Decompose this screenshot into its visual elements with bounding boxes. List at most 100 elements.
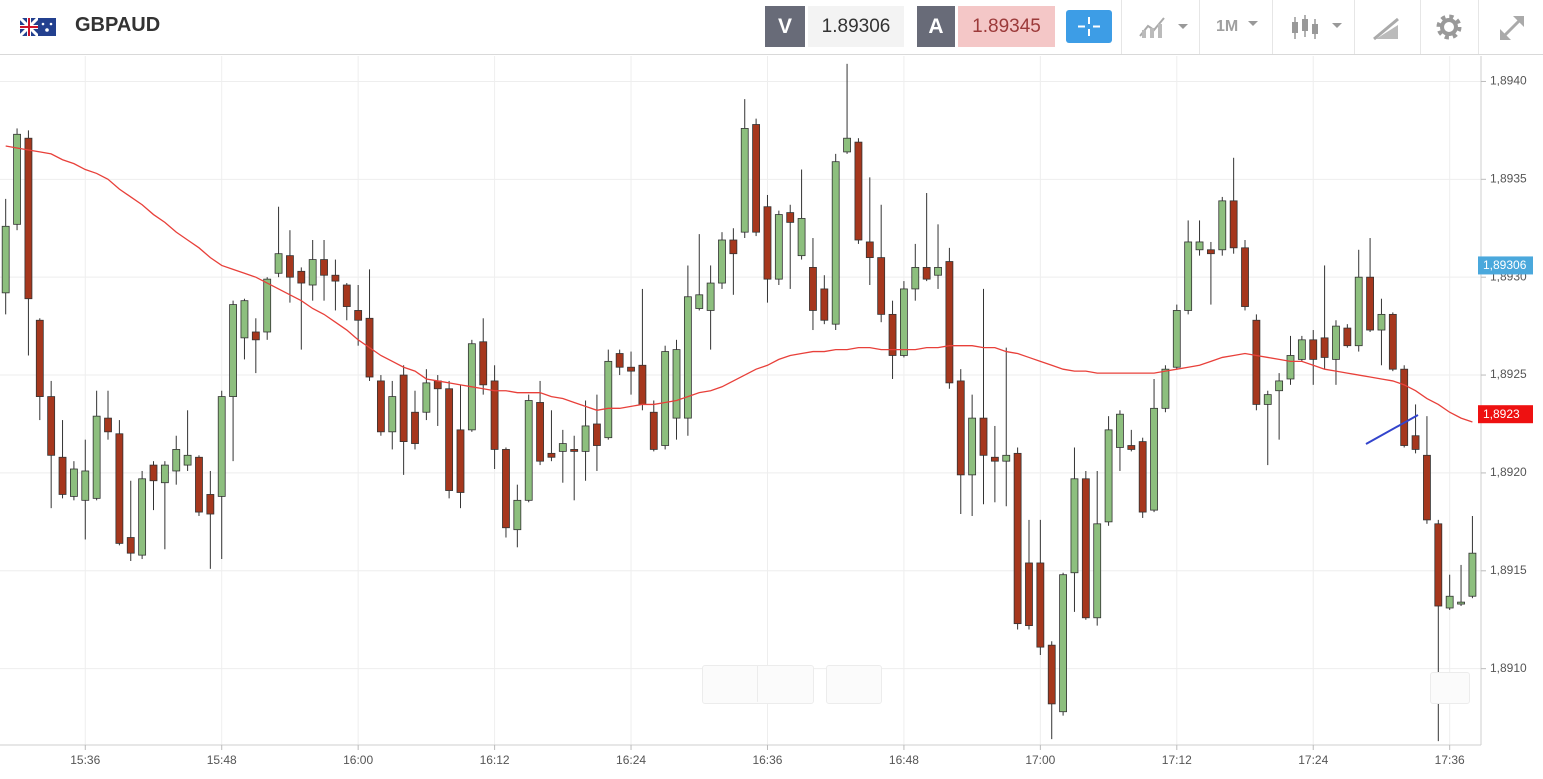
candle-body bbox=[774, 214, 783, 280]
candle-body bbox=[1445, 595, 1454, 609]
candle-body bbox=[649, 411, 658, 450]
trend-line[interactable] bbox=[1365, 414, 1419, 445]
candle-body bbox=[627, 366, 635, 372]
draw-icon[interactable] bbox=[1372, 15, 1402, 41]
candle-body bbox=[1343, 327, 1352, 347]
candle-body bbox=[911, 266, 920, 290]
buy-price[interactable]: 1.89345 bbox=[958, 6, 1055, 47]
candle-body bbox=[13, 133, 21, 225]
candle-body bbox=[854, 141, 863, 241]
x-tick-label: 16:48 bbox=[889, 753, 919, 767]
candle-body bbox=[922, 266, 931, 280]
separator bbox=[1272, 0, 1273, 54]
timeframe[interactable]: 1M bbox=[1216, 18, 1239, 35]
candle-body bbox=[797, 218, 806, 257]
candle-body bbox=[706, 282, 715, 311]
candle-body bbox=[1093, 523, 1102, 619]
settings-icon[interactable] bbox=[1435, 13, 1463, 41]
marks bbox=[1, 63, 1477, 742]
candle-body bbox=[297, 270, 306, 284]
candle-body bbox=[570, 449, 579, 452]
price-label-box bbox=[1478, 405, 1533, 424]
candle-body bbox=[81, 470, 90, 501]
candle-body bbox=[308, 259, 317, 286]
candle-icon[interactable] bbox=[1290, 13, 1344, 41]
candle-body bbox=[24, 137, 33, 300]
candle-body bbox=[104, 417, 112, 433]
candle-body bbox=[331, 274, 340, 282]
toolbar: GBPAUD V 1.89306 A 1.89345 1M bbox=[0, 0, 1543, 55]
candle-body bbox=[183, 454, 192, 466]
candle-body bbox=[1434, 523, 1443, 607]
candle-body bbox=[479, 341, 488, 386]
candle-body bbox=[149, 464, 158, 482]
candle-body bbox=[1025, 562, 1033, 626]
x-tick-label: 15:36 bbox=[70, 753, 100, 767]
chart-type-icon[interactable] bbox=[1138, 14, 1190, 40]
candle-body bbox=[1172, 310, 1181, 368]
x-tick-label: 17:00 bbox=[1025, 753, 1055, 767]
candle-body bbox=[433, 380, 442, 390]
candle-body bbox=[763, 206, 772, 280]
candle-body bbox=[547, 452, 556, 458]
grid bbox=[0, 56, 1481, 745]
candle-body bbox=[1297, 339, 1306, 360]
candle-body bbox=[1468, 552, 1477, 597]
candle-body bbox=[1366, 276, 1374, 331]
candle-body bbox=[934, 266, 942, 276]
candle-body bbox=[240, 300, 249, 339]
x-tick-label: 16:24 bbox=[616, 753, 646, 767]
candle-body bbox=[831, 161, 840, 325]
candle-body bbox=[1138, 441, 1147, 513]
candle-body bbox=[638, 364, 647, 405]
candle-body bbox=[990, 456, 999, 462]
separator bbox=[1354, 0, 1355, 54]
candle-body bbox=[92, 415, 101, 499]
candle-body bbox=[1150, 407, 1158, 511]
scroll-button[interactable] bbox=[1430, 672, 1470, 704]
price-label: 1,89306 bbox=[1483, 258, 1527, 272]
candle-body bbox=[1263, 394, 1272, 405]
moving-average bbox=[5, 145, 1473, 423]
crosshair-button[interactable] bbox=[1066, 10, 1112, 43]
candle-body bbox=[820, 288, 829, 321]
candle-body bbox=[388, 396, 397, 433]
candle-body bbox=[217, 396, 226, 497]
sell-label[interactable]: V bbox=[765, 6, 805, 47]
candle-body bbox=[115, 433, 124, 544]
flag-icon bbox=[20, 18, 56, 36]
expand-icon[interactable] bbox=[1497, 13, 1527, 43]
candle-body bbox=[1218, 200, 1227, 251]
candle-body bbox=[411, 411, 419, 444]
candle-body bbox=[956, 380, 965, 476]
sell-price[interactable]: 1.89306 bbox=[808, 6, 904, 47]
candle-body bbox=[263, 278, 272, 333]
candle-body bbox=[399, 374, 408, 443]
candle-body bbox=[740, 128, 749, 233]
candle-body bbox=[1388, 313, 1397, 370]
candle-body bbox=[160, 464, 169, 484]
candle-body bbox=[1423, 454, 1431, 521]
candle-body bbox=[1127, 445, 1136, 450]
candle-body bbox=[229, 304, 237, 397]
candle-body bbox=[1070, 478, 1079, 574]
candle-body bbox=[320, 259, 328, 276]
reset-button[interactable] bbox=[826, 665, 882, 704]
buy-label[interactable]: A bbox=[917, 6, 955, 47]
candle-body bbox=[752, 124, 761, 233]
candle-body bbox=[342, 284, 351, 307]
candle-body bbox=[35, 319, 44, 397]
candle-body bbox=[138, 478, 147, 556]
zoom-buttons[interactable] bbox=[702, 665, 814, 704]
candle-body bbox=[888, 313, 897, 356]
candle-body bbox=[1, 225, 10, 294]
labels: 1,89101,89151,89201,89251,89301,89351,89… bbox=[70, 74, 1533, 767]
candle-body bbox=[502, 449, 510, 529]
candle-body bbox=[1195, 241, 1204, 251]
candle-body bbox=[251, 331, 260, 341]
candle-body bbox=[604, 360, 613, 439]
candle-body bbox=[661, 351, 670, 446]
candle-body bbox=[1309, 339, 1318, 360]
candle-body bbox=[513, 499, 522, 531]
candle-body bbox=[195, 456, 203, 513]
